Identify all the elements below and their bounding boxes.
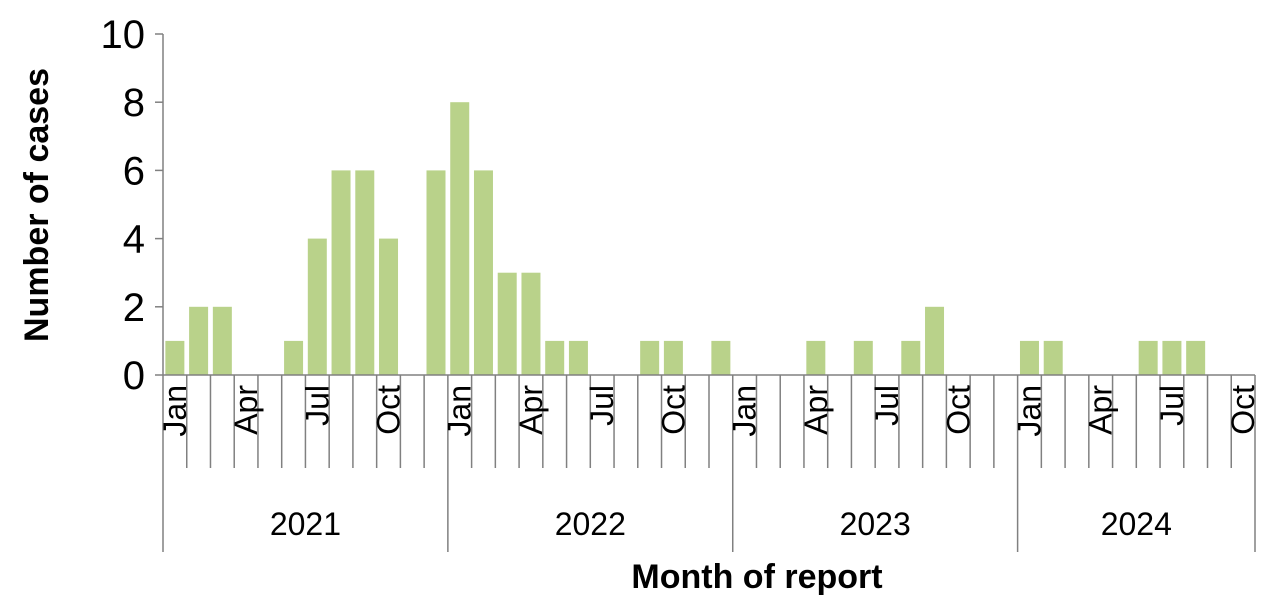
x-tick-label: Jul	[584, 385, 620, 426]
bar-2022-01	[450, 102, 470, 375]
bar-2021-10	[379, 238, 399, 375]
x-tick-label: Apr	[228, 385, 264, 435]
bar-2022-05	[545, 340, 565, 375]
x-tick-labels: Jan Apr Jul Oct Jan Apr Jul Oct Jan Apr Jul Oct Jan A…	[157, 385, 1261, 542]
bar-2021-07	[307, 238, 327, 375]
bar-2023-04	[806, 340, 826, 375]
year-label: 2024	[1101, 506, 1172, 542]
year-label: 2021	[270, 506, 341, 542]
y-tick-label: 2	[123, 286, 145, 330]
x-tick-label: Jan	[727, 385, 763, 437]
bar-2022-06	[568, 340, 588, 375]
x-tick-label: Apr	[1083, 385, 1119, 435]
axes-group	[155, 33, 1256, 552]
y-tick-label: 0	[123, 354, 145, 398]
bar-2023-08	[901, 340, 921, 375]
bar-2021-01	[165, 340, 185, 375]
bars-group	[165, 102, 1206, 375]
bar-2021-08	[331, 170, 351, 375]
x-tick-label: Jan	[1011, 385, 1047, 437]
x-tick-label: Jul	[299, 385, 335, 426]
x-axis-title: Month of report	[631, 558, 882, 596]
bar-2022-04	[521, 272, 541, 375]
bar-2022-10	[663, 340, 683, 375]
bar-2021-03	[212, 306, 232, 375]
x-tick-label: Apr	[513, 385, 549, 435]
y-axis-title: Number of cases	[18, 68, 56, 342]
x-tick-label: Oct	[655, 385, 691, 435]
y-tick-label: 10	[101, 13, 146, 57]
bar-2024-02	[1043, 340, 1063, 375]
year-label: 2023	[840, 506, 911, 542]
x-tick-label: Jan	[442, 385, 478, 437]
year-label: 2022	[555, 506, 626, 542]
y-tick-label: 8	[123, 81, 145, 125]
bar-2022-02	[473, 170, 493, 375]
bar-2024-01	[1019, 340, 1039, 375]
x-tick-label: Jan	[157, 385, 193, 437]
bar-2021-09	[355, 170, 375, 375]
x-tick-label: Apr	[798, 385, 834, 435]
bar-2022-12	[711, 340, 731, 375]
x-tick-label: Jul	[1154, 385, 1190, 426]
bar-2023-09	[925, 306, 945, 375]
bar-2021-06	[284, 340, 304, 375]
bar-2021-12	[426, 170, 446, 375]
x-tick-label: Oct	[371, 385, 407, 435]
y-tick-labels: 0 2 4 6 8 10	[101, 13, 146, 398]
bar-2024-07	[1162, 340, 1182, 375]
bar-2021-02	[189, 306, 209, 375]
x-tick-label: Oct	[1225, 385, 1261, 435]
y-tick-label: 6	[123, 149, 145, 193]
x-tick-label: Oct	[940, 385, 976, 435]
bar-2024-08	[1186, 340, 1206, 375]
bar-2024-06	[1138, 340, 1158, 375]
bar-2023-06	[853, 340, 873, 375]
bar-2022-09	[640, 340, 660, 375]
y-tick-label: 4	[123, 218, 145, 262]
x-tick-label: Jul	[869, 385, 905, 426]
bar-2022-03	[497, 272, 517, 375]
